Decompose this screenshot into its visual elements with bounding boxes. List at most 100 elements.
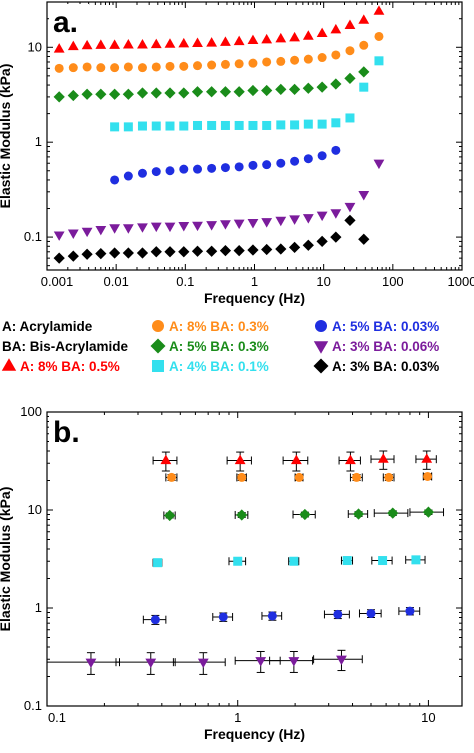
y-axis-label: Elastic Modulus (kPa) — [0, 64, 13, 209]
data-point — [299, 508, 311, 521]
data-point — [95, 247, 107, 260]
data-point — [248, 58, 258, 68]
legend-marker — [313, 358, 329, 374]
data-point — [317, 53, 327, 63]
series-s3 — [53, 66, 370, 103]
data-point — [96, 63, 106, 73]
data-point — [290, 156, 300, 166]
data-point — [275, 32, 287, 43]
data-point — [302, 239, 314, 251]
data-point — [167, 472, 177, 482]
data-point — [345, 113, 355, 123]
data-point — [151, 167, 161, 177]
x-tick-label: 100 — [382, 274, 404, 289]
data-point — [220, 36, 231, 46]
legend-entry: A: 5% BA: 0.3% — [150, 338, 269, 354]
data-point — [290, 120, 300, 130]
data-point — [303, 54, 313, 64]
data-point — [302, 214, 314, 224]
data-point — [411, 555, 421, 565]
legend-marker — [315, 320, 327, 332]
data-point — [378, 556, 388, 566]
legend-text: A: 5% BA: 0.03% — [332, 319, 439, 334]
data-point — [110, 63, 120, 73]
data-point — [336, 655, 347, 666]
y-tick-label: 0.1 — [24, 229, 42, 244]
data-point — [53, 43, 65, 53]
data-point — [165, 61, 175, 71]
y-tick-label: 1 — [35, 134, 42, 149]
data-point — [275, 243, 287, 255]
data-point — [373, 159, 385, 170]
legend-entry: A: 4% BA: 0.1% — [152, 359, 269, 374]
x-tick-label: 0.1 — [48, 710, 66, 725]
data-point — [145, 658, 157, 669]
data-point — [193, 61, 203, 71]
data-point — [150, 246, 162, 258]
x-tick-label: 10 — [421, 710, 435, 725]
data-point — [247, 244, 259, 256]
data-point — [53, 252, 65, 264]
data-point — [262, 120, 272, 130]
data-point — [85, 658, 97, 669]
data-point — [373, 5, 385, 15]
data-point — [247, 34, 259, 45]
data-point — [331, 118, 341, 128]
data-point — [387, 507, 399, 519]
data-point — [342, 556, 352, 566]
data-point — [302, 30, 314, 40]
series-s6 — [53, 159, 385, 241]
data-point — [288, 241, 301, 253]
legend-marker — [152, 320, 164, 332]
series-s5 — [142, 606, 421, 625]
data-point — [331, 50, 341, 60]
data-point — [67, 250, 79, 262]
data-point — [150, 222, 162, 233]
data-point — [68, 63, 78, 73]
legend-text: A: 4% BA: 0.1% — [169, 359, 269, 374]
data-point — [289, 556, 299, 566]
data-point — [261, 33, 273, 44]
data-point — [262, 160, 272, 170]
legend-text: A: 5% BA: 0.3% — [169, 339, 269, 354]
data-point — [288, 657, 300, 667]
data-point — [233, 219, 245, 230]
y-axis-label: Elastic Modulus (kPa) — [0, 487, 13, 632]
x-tick-label: 0.01 — [104, 274, 129, 289]
data-point — [344, 19, 356, 30]
x-tick-label: 1000 — [448, 274, 474, 289]
data-point — [233, 35, 245, 46]
plot-frame — [46, 411, 463, 707]
data-point — [220, 163, 230, 173]
data-point — [53, 231, 65, 241]
panel-b-chart: 0.1 1 10 0.1 1 10 100 Frequency (Hz) Elastic Mod… — [0, 404, 463, 742]
panel-a-chart: 0.001 0.01 0.1 1 10 100 1000 0.1 1 10 Frequency (H… — [0, 1, 474, 306]
data-point — [358, 233, 370, 245]
data-point — [137, 121, 147, 131]
data-point — [331, 145, 341, 155]
legend-entry: A: 3% BA: 0.06% — [313, 339, 439, 354]
data-point — [330, 209, 342, 219]
data-point — [405, 606, 415, 616]
data-point — [137, 168, 147, 178]
data-point — [333, 609, 343, 619]
data-point — [207, 120, 217, 130]
data-point — [289, 215, 301, 225]
data-point — [207, 60, 217, 70]
data-point — [207, 163, 217, 173]
data-point — [123, 62, 133, 72]
data-point — [110, 175, 120, 185]
data-point — [261, 243, 273, 256]
data-point — [422, 506, 435, 518]
data-point — [165, 121, 175, 131]
legend-text: A: 8% BA: 0.3% — [169, 319, 269, 334]
data-point — [191, 245, 204, 257]
data-point — [316, 211, 328, 222]
data-point — [164, 246, 176, 258]
data-point — [359, 82, 369, 92]
data-point — [220, 220, 231, 230]
data-point — [220, 120, 230, 130]
series-s7 — [53, 214, 370, 264]
data-point — [234, 454, 246, 465]
legend-entry: A: 3% BA: 0.03% — [313, 358, 439, 374]
